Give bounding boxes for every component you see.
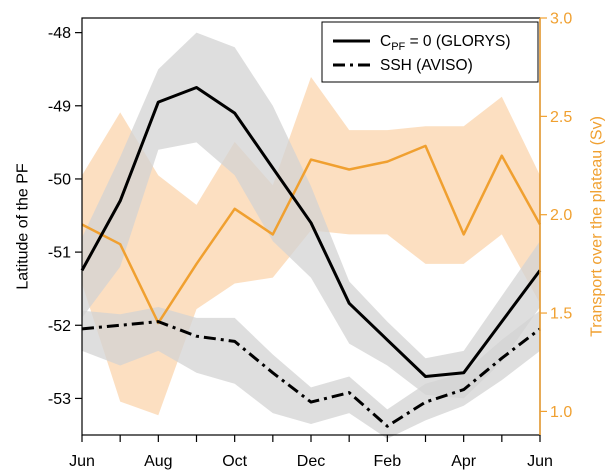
right-axis-label: Transport over the plateau (Sv) <box>589 116 606 337</box>
right-y-tick-label: 1.0 <box>550 404 572 421</box>
line-aviso-point <box>463 389 464 390</box>
band-aviso <box>82 307 540 439</box>
line-glorys-point <box>349 303 350 304</box>
line-aviso-point <box>234 341 235 342</box>
left-y-tick-label: -51 <box>48 245 71 262</box>
line-glorys-point <box>311 222 312 223</box>
line-glorys-point <box>387 339 388 340</box>
right-y-tick-label: 3.0 <box>550 11 572 28</box>
line-transport-point <box>463 234 464 235</box>
series-lines <box>80 86 542 428</box>
line-aviso-point <box>501 358 502 359</box>
line-glorys-point <box>501 321 502 322</box>
line-transport-point <box>501 155 502 156</box>
line-aviso-point <box>158 321 159 322</box>
x-axis: Jun Aug Oct Dec Feb Apr Jun <box>69 435 553 470</box>
line-aviso <box>81 320 541 428</box>
right-y-tick-label: 2.0 <box>550 207 572 224</box>
line-aviso-point <box>272 372 273 373</box>
line-transport-point <box>311 159 312 160</box>
uncertainty-bands <box>82 32 540 439</box>
line-aviso-point <box>349 392 350 393</box>
line-glorys-point <box>272 168 273 169</box>
line-transport-point <box>387 161 388 162</box>
line-glorys-point <box>120 200 121 201</box>
left-y-tick-label: -53 <box>48 391 71 408</box>
line-aviso-point <box>387 426 388 427</box>
right-y-tick-label: 2.5 <box>550 109 572 126</box>
line-aviso-point <box>120 325 121 326</box>
legend: CPF = 0 (GLORYS) SSH (AVISO) <box>321 21 539 83</box>
line-glorys-point <box>196 87 197 88</box>
left-y-tick-label: -49 <box>48 98 71 115</box>
line-aviso-point <box>196 336 197 337</box>
line-transport-point <box>120 244 121 245</box>
x-tick-label: Jun <box>69 453 95 470</box>
x-tick-label: Feb <box>374 453 402 470</box>
line-glorys-point <box>234 113 235 114</box>
line-transport-point <box>196 263 197 264</box>
legend-label-glorys-subscript: PF <box>391 41 405 53</box>
line-transport-point <box>272 234 273 235</box>
line-aviso-point <box>311 402 312 403</box>
x-tick-label: Jun <box>527 453 553 470</box>
line-aviso-point <box>425 402 426 403</box>
band-glorys <box>82 32 540 399</box>
right-y-axis: 1.0 1.5 2.0 2.5 3.0 <box>539 11 572 435</box>
left-y-tick-label: -48 <box>48 25 71 42</box>
line-transport-point <box>349 169 350 170</box>
left-y-tick-label: -50 <box>48 171 71 188</box>
right-y-tick-label: 1.5 <box>550 306 572 323</box>
x-tick-label: Dec <box>297 453 325 470</box>
left-y-axis: -48 -49 -50 -51 -52 -53 <box>48 25 82 408</box>
line-glorys-point <box>158 102 159 103</box>
left-y-tick-label: -52 <box>48 318 71 335</box>
line-glorys-point <box>425 376 426 377</box>
legend-box <box>321 21 539 83</box>
line-transport-point <box>425 145 426 146</box>
band-transport <box>82 77 540 416</box>
line-glorys-point <box>463 372 464 373</box>
line-transport-point <box>234 208 235 209</box>
x-tick-label: Aug <box>144 453 172 470</box>
legend-label-glorys: CPF = 0 (GLORYS) <box>380 33 511 53</box>
legend-label-glorys-rest: = 0 (GLORYS) <box>405 33 510 50</box>
legend-label-aviso: SSH (AVISO) <box>380 57 473 74</box>
x-tick-label: Apr <box>451 453 477 470</box>
line-glorys <box>80 86 542 378</box>
x-tick-label: Oct <box>222 453 247 470</box>
left-axis-label: Latitude of the PF <box>15 163 32 290</box>
legend-label-glorys-main: C <box>380 33 391 50</box>
